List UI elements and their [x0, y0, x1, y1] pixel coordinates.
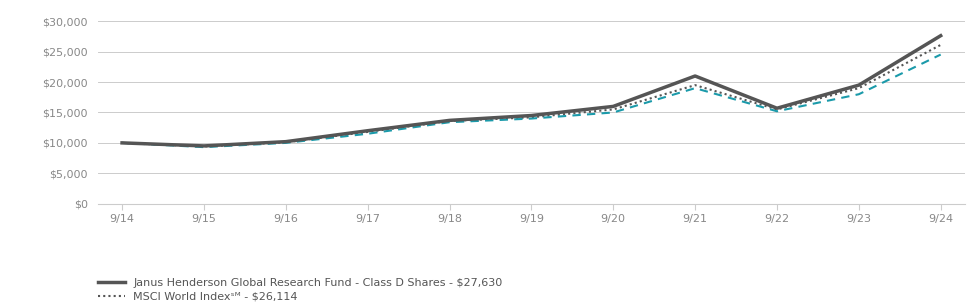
Legend: Janus Henderson Global Research Fund - Class D Shares - $27,630, MSCI World Inde: Janus Henderson Global Research Fund - C… [98, 278, 502, 304]
